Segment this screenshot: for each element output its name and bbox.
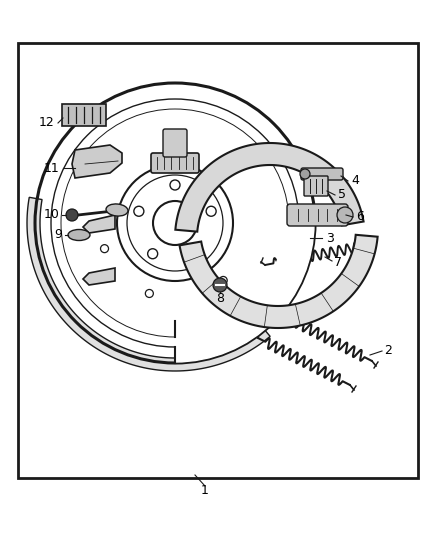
Polygon shape: [83, 268, 115, 285]
Text: 9: 9: [54, 229, 62, 241]
Text: 2: 2: [384, 344, 392, 358]
Text: 8: 8: [216, 292, 224, 304]
Text: 1: 1: [201, 484, 209, 497]
Polygon shape: [83, 215, 115, 233]
Circle shape: [300, 169, 310, 179]
FancyBboxPatch shape: [151, 153, 199, 173]
Circle shape: [66, 209, 78, 221]
Text: 5: 5: [338, 189, 346, 201]
Circle shape: [145, 289, 153, 297]
FancyBboxPatch shape: [301, 168, 343, 180]
Text: 12: 12: [39, 117, 55, 130]
Text: 4: 4: [351, 174, 359, 188]
FancyBboxPatch shape: [62, 104, 106, 126]
Text: 11: 11: [44, 161, 60, 174]
Polygon shape: [27, 197, 270, 371]
Polygon shape: [180, 235, 378, 328]
FancyBboxPatch shape: [287, 204, 348, 226]
FancyBboxPatch shape: [304, 176, 328, 196]
Circle shape: [153, 201, 197, 245]
Text: 6: 6: [356, 211, 364, 223]
Polygon shape: [175, 143, 364, 232]
Circle shape: [219, 277, 227, 285]
Circle shape: [134, 206, 144, 216]
Ellipse shape: [68, 230, 90, 240]
Circle shape: [192, 249, 202, 259]
Polygon shape: [72, 145, 122, 178]
Circle shape: [213, 278, 227, 292]
Text: 10: 10: [44, 208, 60, 222]
Wedge shape: [175, 223, 314, 362]
Ellipse shape: [106, 204, 128, 216]
Circle shape: [206, 206, 216, 216]
Circle shape: [148, 249, 158, 259]
FancyBboxPatch shape: [163, 129, 187, 157]
Circle shape: [170, 180, 180, 190]
Circle shape: [337, 207, 353, 223]
Bar: [18, 43, 418, 478]
Text: 7: 7: [334, 256, 342, 270]
Circle shape: [101, 245, 109, 253]
Text: 3: 3: [326, 231, 334, 245]
